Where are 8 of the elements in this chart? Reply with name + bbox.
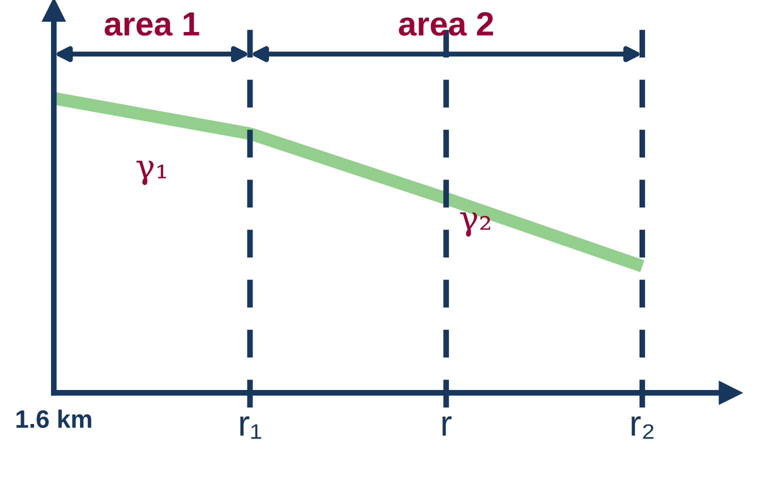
annotation: γ₂ (460, 212, 490, 237)
x-tick-label: r₂ (632, 416, 654, 439)
x-tick-label: r₁ (240, 416, 262, 439)
x-tick-label: r (442, 416, 452, 436)
text: area 2 (398, 12, 493, 36)
annotation: γ₁ (136, 160, 166, 186)
text: area 1 (104, 12, 200, 36)
x-tick-label: 1.6 km (16, 410, 92, 428)
